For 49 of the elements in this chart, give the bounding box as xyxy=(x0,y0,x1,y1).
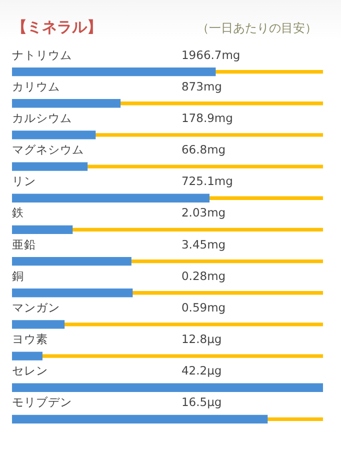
y-tick-label: ナトリウム xyxy=(12,48,72,62)
bar xyxy=(12,67,216,76)
bar xyxy=(132,291,323,295)
bar xyxy=(12,162,88,171)
y-tick-label: 亜鉛 xyxy=(12,237,36,252)
y-tick-label: カルシウム xyxy=(12,110,72,125)
annotation: 873mg xyxy=(181,79,222,94)
bar xyxy=(12,383,323,392)
bar xyxy=(12,225,73,234)
bar xyxy=(64,322,323,326)
y-tick-label: カリウム xyxy=(12,79,60,94)
y-tick-label: ヨウ素 xyxy=(12,332,48,346)
annotation: 725.1mg xyxy=(181,174,233,188)
annotation: 1966.7mg xyxy=(181,48,240,62)
annotation: 12.8μg xyxy=(181,332,222,346)
y-tick-label: マンガン xyxy=(12,300,60,314)
bar xyxy=(95,133,323,137)
bar xyxy=(72,228,323,232)
chart-title: 【ミネラル】 xyxy=(12,18,102,37)
bar xyxy=(42,354,323,358)
y-tick-label: 銅 xyxy=(12,268,24,283)
bar xyxy=(12,256,132,266)
annotation: 0.59mg xyxy=(181,300,226,314)
annotation: 0.28mg xyxy=(181,268,226,283)
annotation: 16.5μg xyxy=(181,395,222,410)
y-tick-label: 鉄 xyxy=(12,206,24,220)
y-tick-label: セレン xyxy=(12,364,48,378)
bar xyxy=(12,194,210,202)
bar xyxy=(208,196,323,200)
bar xyxy=(86,164,323,168)
bar xyxy=(12,414,268,424)
bar xyxy=(12,320,65,329)
annotation: 178.9mg xyxy=(181,110,233,125)
bar xyxy=(130,259,323,264)
bar xyxy=(12,99,121,108)
annotation: 42.2μg xyxy=(181,364,222,378)
bar xyxy=(12,288,133,298)
bar xyxy=(267,417,323,422)
y-tick-label: リン xyxy=(12,174,36,188)
bar xyxy=(120,102,323,106)
chart-subtitle: （一日あたりの目安） xyxy=(197,20,317,37)
annotation: 2.03mg xyxy=(181,206,226,220)
bar xyxy=(215,70,323,74)
bar xyxy=(12,352,42,360)
annotation: 3.45mg xyxy=(181,237,226,252)
bar xyxy=(12,130,96,140)
annotation: 66.8mg xyxy=(181,142,226,157)
y-tick-label: モリブデン xyxy=(12,395,72,410)
y-tick-label: マグネシウム xyxy=(12,142,84,157)
